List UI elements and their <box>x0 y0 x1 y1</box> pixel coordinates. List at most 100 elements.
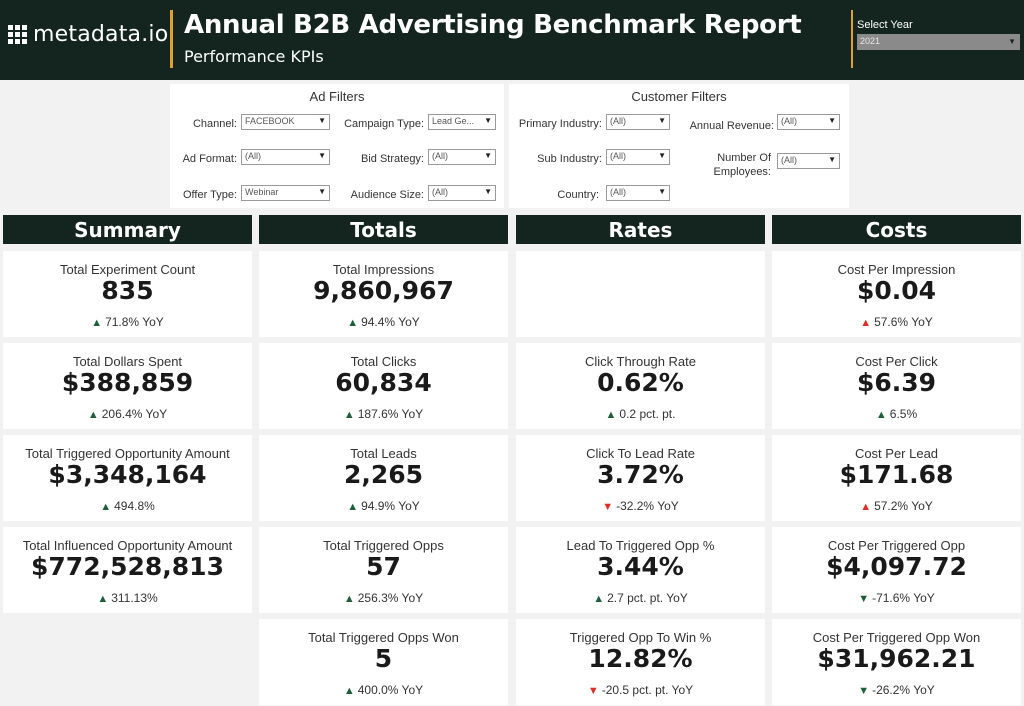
triangle-up-icon: ▲ <box>343 409 355 421</box>
channel-dropdown[interactable]: FACEBOOK ▼ <box>241 114 330 130</box>
triangle-down-icon: ▼ <box>858 593 870 605</box>
kpi-change: ▲ 187.6% YoY <box>259 407 508 421</box>
select-year-label: Select Year <box>857 19 913 31</box>
kpi-label: Cost Per Triggered Opp Won <box>812 630 981 645</box>
kpi-value: 9,860,967 <box>313 276 454 305</box>
annual-revenue-dropdown[interactable]: (All) ▼ <box>777 114 840 130</box>
totals-kpi-card: Total Triggered Opps 57 ▲ 256.3% YoY <box>259 527 508 613</box>
kpi-value: $171.68 <box>839 460 954 489</box>
summary-kpi-card: Total Experiment Count 835 ▲ 71.8% YoY <box>3 251 252 337</box>
sub-industry-dropdown[interactable]: (All) ▼ <box>606 149 670 165</box>
kpi-value: $0.04 <box>856 276 937 305</box>
ad-filters-panel: Ad Filters Channel: FACEBOOK ▼ Campaign T… <box>170 84 504 208</box>
offer-type-value: Webinar <box>245 187 279 197</box>
header-divider <box>170 10 173 68</box>
kpi-change-text: 187.6% YoY <box>357 407 424 421</box>
kpi-change-text: 6.5% <box>889 407 918 421</box>
rates-kpi-card: Lead To Triggered Opp % 3.44% ▲ 2.7 pct. pt… <box>516 527 765 613</box>
kpi-change-text: -20.5 pct. pt. YoY <box>601 683 694 697</box>
kpi-value: 3.44% <box>597 552 684 581</box>
totals-header: Totals <box>259 215 508 244</box>
kpi-change: ▲ 400.0% YoY <box>259 683 508 697</box>
totals-kpi-card: Total Leads 2,265 ▲ 94.9% YoY <box>259 435 508 521</box>
audience-size-dropdown[interactable]: (All) ▼ <box>428 185 496 201</box>
report-title: Annual B2B Advertising Benchmark Report <box>184 10 802 40</box>
kpi-value: 12.82% <box>588 644 693 673</box>
kpi-change-text: 400.0% YoY <box>357 683 424 697</box>
year-dropdown[interactable]: 2021 ▼ <box>857 34 1020 50</box>
sub-industry-value: (All) <box>610 151 626 161</box>
bid-strategy-dropdown[interactable]: (All) ▼ <box>428 149 496 165</box>
primary-industry-value: (All) <box>610 116 626 126</box>
chevron-down-icon: ▼ <box>828 155 836 164</box>
kpi-label: Cost Per Lead <box>854 446 939 461</box>
costs-kpi-card: Cost Per Click $6.39 ▲ 6.5% <box>772 343 1021 429</box>
offer-type-dropdown[interactable]: Webinar ▼ <box>241 185 330 201</box>
campaign-type-value: Lead Ge... <box>432 116 475 126</box>
kpi-change: ▲ 71.8% YoY <box>3 315 252 329</box>
kpi-value: $772,528,813 <box>31 552 224 581</box>
country-value: (All) <box>610 187 626 197</box>
kpi-label: Click Through Rate <box>584 354 697 369</box>
chevron-down-icon: ▼ <box>1008 37 1016 46</box>
kpi-change: ▲ 311.13% <box>3 591 252 605</box>
kpi-change: ▲ 494.8% <box>3 499 252 513</box>
chevron-down-icon: ▼ <box>484 151 492 160</box>
employees-dropdown[interactable]: (All) ▼ <box>777 153 840 169</box>
kpi-change-text: 94.4% YoY <box>361 315 420 329</box>
sub-industry-label: Sub Industry: <box>537 153 602 165</box>
rates-header: Rates <box>516 215 765 244</box>
kpi-change-text: 311.13% <box>111 591 158 605</box>
kpi-change-text: 256.3% YoY <box>357 591 424 605</box>
kpi-change: ▲ 94.4% YoY <box>259 315 508 329</box>
rates-kpi-card: Click Through Rate 0.62% ▲ 0.2 pct. pt. <box>516 343 765 429</box>
summary-kpi-card: Total Influenced Opportunity Amount $772,… <box>3 527 252 613</box>
kpi-change: ▼ -32.2% YoY <box>516 499 765 513</box>
chevron-down-icon: ▼ <box>484 187 492 196</box>
country-dropdown[interactable]: (All) ▼ <box>606 185 670 201</box>
primary-industry-label: Primary Industry: <box>518 118 602 130</box>
year-divider <box>851 10 853 68</box>
kpi-change-text: 57.2% YoY <box>874 499 933 513</box>
kpi-change: ▲ 2.7 pct. pt. YoY <box>516 591 765 605</box>
kpi-change-text: 0.2 pct. pt. <box>619 407 676 421</box>
kpi-change: ▲ 0.2 pct. pt. <box>516 407 765 421</box>
kpi-value: 2,265 <box>343 460 424 489</box>
chevron-down-icon: ▼ <box>318 116 326 125</box>
kpi-change-text: 71.8% YoY <box>105 315 164 329</box>
summary-kpi-card: Total Triggered Opportunity Amount $3,348… <box>3 435 252 521</box>
summary-kpi-card: Total Dollars Spent $388,859 ▲ 206.4% YoY <box>3 343 252 429</box>
kpi-value: 835 <box>101 276 154 305</box>
channel-label: Channel: <box>192 118 237 130</box>
rates-kpi-card: Triggered Opp To Win % 12.82% ▼ -20.5 pct. … <box>516 619 765 705</box>
ad-format-dropdown[interactable]: (All) ▼ <box>241 149 330 165</box>
kpi-label: Total Influenced Opportunity Amount <box>22 538 233 553</box>
totals-kpi-card: Total Impressions 9,860,967 ▲ 94.4% YoY <box>259 251 508 337</box>
primary-industry-dropdown[interactable]: (All) ▼ <box>606 114 670 130</box>
costs-header: Costs <box>772 215 1021 244</box>
kpi-change-text: 94.9% YoY <box>361 499 420 513</box>
kpi-change: ▼ -20.5 pct. pt. YoY <box>516 683 765 697</box>
kpi-label: Total Clicks <box>350 354 417 369</box>
triangle-up-icon: ▲ <box>97 593 109 605</box>
kpi-value: 3.72% <box>597 460 684 489</box>
kpi-change: ▼ -26.2% YoY <box>772 683 1021 697</box>
kpi-value: $388,859 <box>61 368 194 397</box>
chevron-down-icon: ▼ <box>484 116 492 125</box>
kpi-change-text: 494.8% <box>114 499 155 513</box>
campaign-type-dropdown[interactable]: Lead Ge... ▼ <box>428 114 496 130</box>
kpi-change-text: -26.2% YoY <box>872 683 935 697</box>
report-subtitle: Performance KPIs <box>184 47 324 66</box>
kpi-value: $4,097.72 <box>826 552 967 581</box>
kpi-value: 5 <box>374 644 393 673</box>
logo-text: metadata.io <box>33 22 169 47</box>
triangle-up-icon: ▲ <box>100 501 112 513</box>
customer-filters-panel: Customer Filters Primary Industry: (All)… <box>509 84 849 208</box>
kpi-change-text: 57.6% YoY <box>874 315 933 329</box>
kpi-label: Triggered Opp To Win % <box>569 630 712 645</box>
kpi-label: Cost Per Impression <box>837 262 956 277</box>
triangle-up-icon: ▲ <box>860 501 872 513</box>
kpi-change-text: -71.6% YoY <box>872 591 935 605</box>
kpi-label: Lead To Triggered Opp % <box>566 538 715 553</box>
offer-type-label: Offer Type: <box>182 189 237 201</box>
